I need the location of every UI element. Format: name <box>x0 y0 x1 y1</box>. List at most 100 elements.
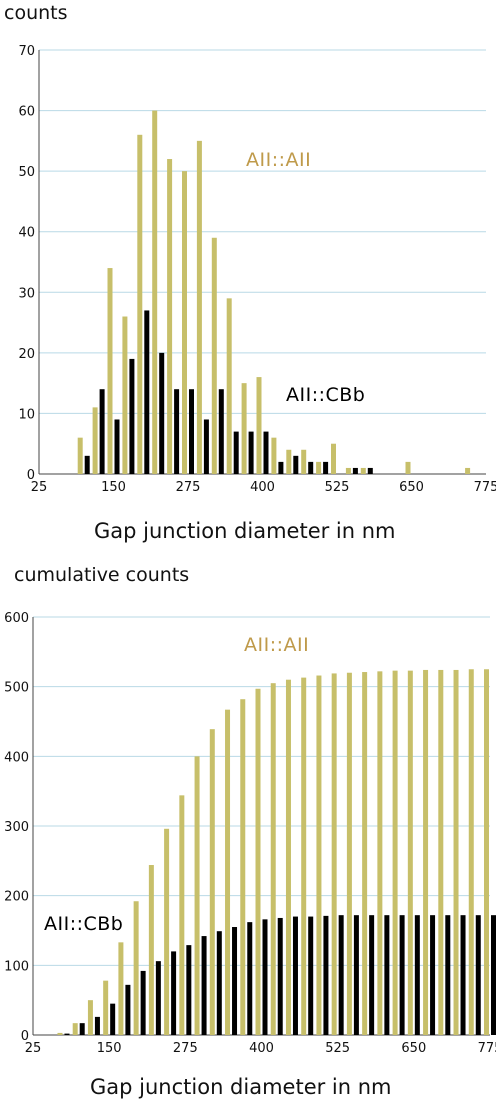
y-axis-title: counts <box>4 2 68 24</box>
x-tick-label: 775 <box>478 1041 496 1056</box>
bar-aii-aii <box>196 140 202 474</box>
bar-aii-cbb <box>110 1003 116 1035</box>
histogram-chart: counts 0 10 20 30 40 50 60 70 25 150 275 400 525 650 7… <box>0 0 496 550</box>
bar-aii-aii <box>118 942 124 1035</box>
bar-aii-aii <box>453 669 459 1035</box>
bar-aii-cbb <box>248 431 254 474</box>
bar-aii-cbb <box>292 916 298 1035</box>
bar-aii-cbb <box>79 1023 85 1035</box>
series-label-aii-aii: AII::AII <box>246 149 312 171</box>
x-tick-label: 400 <box>249 1041 274 1056</box>
y-tick-label: 600 <box>4 611 29 626</box>
bar-aii-cbb <box>308 916 314 1035</box>
bar-aii-aii <box>72 1023 78 1035</box>
cumulative-plot: 0 100 200 300 400 500 600 25 150 275 400 525 650 775 <box>4 611 496 1056</box>
bar-aii-aii <box>148 865 154 1035</box>
bar-aii-aii <box>360 467 366 474</box>
y-tick-label: 400 <box>4 750 29 765</box>
y-tick-label: 60 <box>18 105 35 120</box>
bar-aii-cbb <box>414 915 420 1035</box>
bar-aii-cbb <box>114 419 120 474</box>
bar-aii-aii <box>405 461 411 474</box>
bar-aii-aii <box>164 828 170 1035</box>
bar-aii-cbb <box>216 931 222 1035</box>
bar-aii-aii <box>301 449 307 474</box>
bar-aii-aii <box>133 901 139 1035</box>
bar-aii-aii <box>346 672 352 1035</box>
bar-aii-cbb <box>369 915 375 1035</box>
bar-aii-aii <box>331 673 337 1035</box>
y-tick-label: 0 <box>21 1029 29 1044</box>
bar-aii-cbb <box>338 915 344 1035</box>
series-label-aii-cbb: AII::CBb <box>286 384 366 406</box>
x-tick-label: 150 <box>97 1041 122 1056</box>
bar-aii-cbb <box>262 919 268 1035</box>
bar-aii-aii <box>286 449 292 474</box>
bar-aii-aii <box>241 383 247 474</box>
bar-aii-cbb <box>323 461 329 474</box>
bar-aii-aii <box>255 688 261 1035</box>
x-tick-label: 400 <box>250 480 275 495</box>
y-tick-label: 100 <box>4 959 29 974</box>
bar-aii-aii <box>103 980 109 1035</box>
bar-aii-cbb <box>201 936 207 1035</box>
bar-aii-cbb <box>293 455 299 474</box>
bar-aii-cbb <box>475 915 481 1035</box>
bar-aii-cbb <box>399 915 405 1035</box>
bar-aii-aii <box>423 669 429 1035</box>
y-tick-label: 50 <box>18 165 35 180</box>
bar-aii-aii <box>468 669 474 1035</box>
bar-aii-cbb <box>232 927 238 1035</box>
bar-aii-aii <box>107 268 113 474</box>
bar-aii-cbb <box>129 358 135 474</box>
bar-aii-aii <box>92 407 98 474</box>
bar-aii-cbb <box>445 915 451 1035</box>
bar-aii-aii <box>438 669 444 1035</box>
bar-aii-aii <box>57 1032 63 1035</box>
series-label-aii-cbb: AII::CBb <box>44 913 124 935</box>
bar-aii-cbb <box>308 461 314 474</box>
bar-aii-aii <box>392 670 398 1035</box>
bar-aii-cbb <box>144 310 150 474</box>
x-tick-label: 25 <box>25 1041 42 1056</box>
bar-aii-cbb <box>323 915 329 1035</box>
bar-aii-aii <box>345 467 351 474</box>
bar-aii-aii <box>316 461 322 474</box>
bar-aii-aii <box>316 675 322 1035</box>
y-tick-label: 70 <box>18 44 35 59</box>
bar-aii-cbb <box>189 389 194 474</box>
bar-aii-aii <box>377 671 383 1035</box>
x-tick-label: 525 <box>325 480 350 495</box>
bar-aii-aii <box>182 171 187 474</box>
bar-aii-cbb <box>263 431 269 474</box>
y-axis-title: cumulative counts <box>14 564 190 586</box>
bar-aii-cbb <box>247 922 253 1035</box>
bar-aii-aii <box>271 437 277 474</box>
bar-aii-aii <box>301 677 307 1035</box>
bar-aii-aii <box>407 670 413 1035</box>
y-tick-label: 10 <box>18 407 35 422</box>
bar-aii-aii <box>122 316 128 474</box>
bar-aii-cbb <box>460 915 466 1035</box>
bar-aii-cbb <box>233 431 239 474</box>
histogram-plot: 0 10 20 30 40 50 60 70 25 150 275 400 525 650 775 <box>18 44 496 495</box>
bar-aii-aii <box>167 159 173 474</box>
y-tick-label: 300 <box>4 820 29 835</box>
bar-aii-aii <box>362 672 368 1035</box>
bar-aii-aii <box>152 110 158 475</box>
x-tick-label: 275 <box>176 480 201 495</box>
bar-aii-cbb <box>186 945 192 1035</box>
x-tick-label: 650 <box>401 1041 426 1056</box>
bar-aii-aii <box>225 709 231 1035</box>
bar-aii-cbb <box>174 389 180 474</box>
bar-aii-aii <box>179 795 185 1035</box>
bar-aii-aii <box>87 1000 93 1035</box>
bar-aii-cbb <box>94 1016 100 1035</box>
x-tick-label: 25 <box>31 480 48 495</box>
bar-aii-cbb <box>203 419 209 474</box>
bar-aii-cbb <box>384 915 390 1035</box>
bar-aii-cbb <box>140 970 146 1035</box>
x-axis-title: Gap junction diameter in nm <box>94 519 396 543</box>
bar-aii-cbb <box>367 467 373 474</box>
bar-aii-aii <box>240 699 246 1035</box>
